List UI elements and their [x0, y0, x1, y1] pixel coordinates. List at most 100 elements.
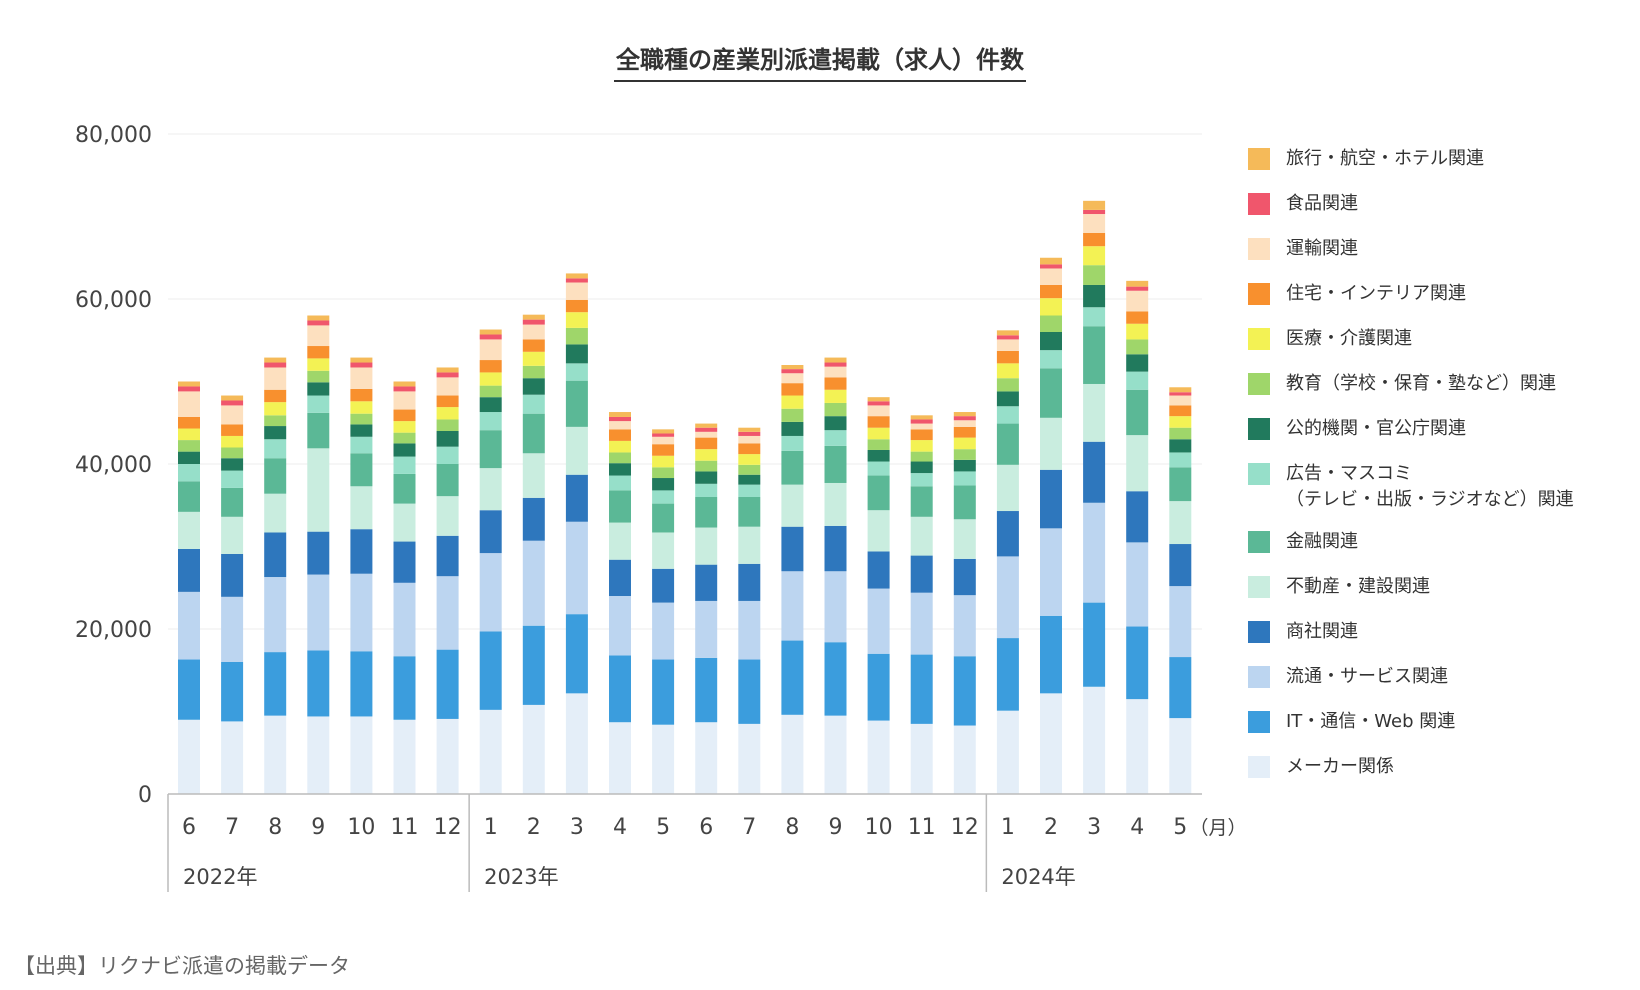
bar-segment: [996, 511, 1019, 557]
bar-segment: [1083, 307, 1106, 327]
bar-segment: [1040, 350, 1062, 369]
x-tick-label: 8: [785, 815, 799, 840]
x-tick-label: 10: [347, 815, 375, 840]
bar-segment: [393, 582, 416, 657]
bar-segment: [1040, 693, 1062, 794]
bar-segment: [996, 464, 1019, 512]
bar-segment: [1126, 542, 1149, 627]
bar-segment: [738, 474, 761, 485]
bar-segment: [393, 456, 416, 474]
bar-segment: [910, 440, 933, 452]
legend-item: 医療・介護関連: [1248, 328, 1412, 352]
bar-segment: [393, 473, 416, 504]
bar-segment: [522, 324, 545, 340]
bar-segment: [1040, 298, 1062, 316]
chart-title-wrapper: 全職種の産業別派遣掲載（求人）件数: [0, 40, 1640, 82]
bar-segment: [479, 372, 502, 386]
bar-segment: [609, 412, 631, 417]
bar-segment: [824, 571, 847, 643]
bar-segment: [178, 391, 200, 417]
bar-segment: [652, 532, 675, 569]
bar-segment: [178, 451, 200, 464]
legend-swatch: [1248, 711, 1270, 733]
bar-segment: [652, 568, 675, 603]
bar-segment: [221, 435, 244, 448]
bar-segment: [1040, 417, 1062, 470]
bar-segment: [221, 405, 244, 425]
bar-segment: [953, 420, 976, 427]
bar-segment: [953, 656, 976, 726]
bar-segment: [652, 724, 675, 794]
legend-item: IT・通信・Web 関連: [1248, 711, 1455, 735]
bar-segment: [522, 319, 545, 325]
bar-segment: [393, 656, 416, 720]
bar-segment: [910, 423, 933, 430]
y-tick-label: 60,000: [75, 288, 152, 313]
bar-segment: [996, 363, 1019, 379]
x-tick-label: 9: [829, 815, 843, 840]
bar-segment: [1169, 405, 1192, 417]
bar-segment: [565, 614, 588, 694]
bar-segment: [867, 720, 890, 794]
year-label: 2024年: [1001, 865, 1075, 889]
bar-segment: [350, 362, 373, 368]
bar-segment: [522, 540, 545, 626]
bar-segment: [695, 722, 718, 794]
bar-segment: [910, 654, 933, 724]
bar-segment: [522, 497, 545, 541]
y-tick-label: 0: [138, 783, 152, 808]
bar-segment: [1169, 416, 1192, 428]
bar-segment: [479, 334, 502, 340]
bar-segment: [264, 652, 287, 716]
bar-segment: [479, 329, 502, 335]
source-note: 【出典】リクナビ派遣の掲載データ: [14, 954, 350, 978]
bar-segment: [522, 339, 545, 352]
bar-segment: [1040, 268, 1062, 285]
x-tick-label: 5: [656, 815, 670, 840]
bar-segment: [824, 715, 847, 794]
bar-segment: [221, 424, 244, 436]
bar-segment: [781, 373, 804, 384]
bar-segment: [565, 426, 588, 475]
bar-segment: [565, 693, 588, 794]
x-tick-label: 2: [527, 815, 541, 840]
bar-segment: [350, 388, 373, 402]
bar-segment: [781, 408, 804, 422]
bar-segment: [1169, 501, 1192, 545]
bar-segment: [652, 429, 675, 434]
bar-segment: [867, 510, 890, 552]
bar-segment: [652, 490, 675, 504]
bar-segment: [695, 423, 718, 428]
bar-segment: [824, 416, 847, 431]
bar-segment: [953, 558, 976, 596]
bar-segment: [996, 406, 1019, 424]
bar-segment: [1083, 383, 1106, 442]
legend-item: 広告・マスコミ （テレビ・出版・ラジオなど）関連: [1248, 463, 1574, 513]
bar-segment: [609, 416, 631, 422]
legend-swatch: [1248, 283, 1270, 305]
bar-segment: [609, 722, 631, 794]
bar-segment: [781, 435, 804, 451]
bar-segment: [867, 439, 890, 450]
bar-segment: [652, 467, 675, 479]
bar-segment: [393, 386, 416, 392]
bar-segment: [609, 490, 631, 523]
bar-segment: [264, 389, 287, 403]
bar-segment: [264, 439, 287, 459]
bar-segment: [1083, 284, 1106, 308]
bar-segment: [565, 299, 588, 313]
bar-segment: [436, 649, 459, 719]
bar-segment: [609, 429, 631, 441]
legend-swatch: [1248, 238, 1270, 260]
bar-segment: [867, 405, 890, 417]
bar-segment: [178, 386, 200, 392]
bar-segment: [1169, 427, 1192, 440]
bar-segment: [178, 548, 200, 592]
bar-segment: [221, 662, 244, 722]
bar-segment: [1040, 615, 1062, 694]
bar-segment: [307, 315, 330, 321]
bar-segment: [1169, 657, 1192, 719]
bar-segment: [264, 362, 287, 368]
bar-segment: [1169, 387, 1192, 393]
legend-label: 住宅・インテリア関連: [1286, 283, 1466, 304]
